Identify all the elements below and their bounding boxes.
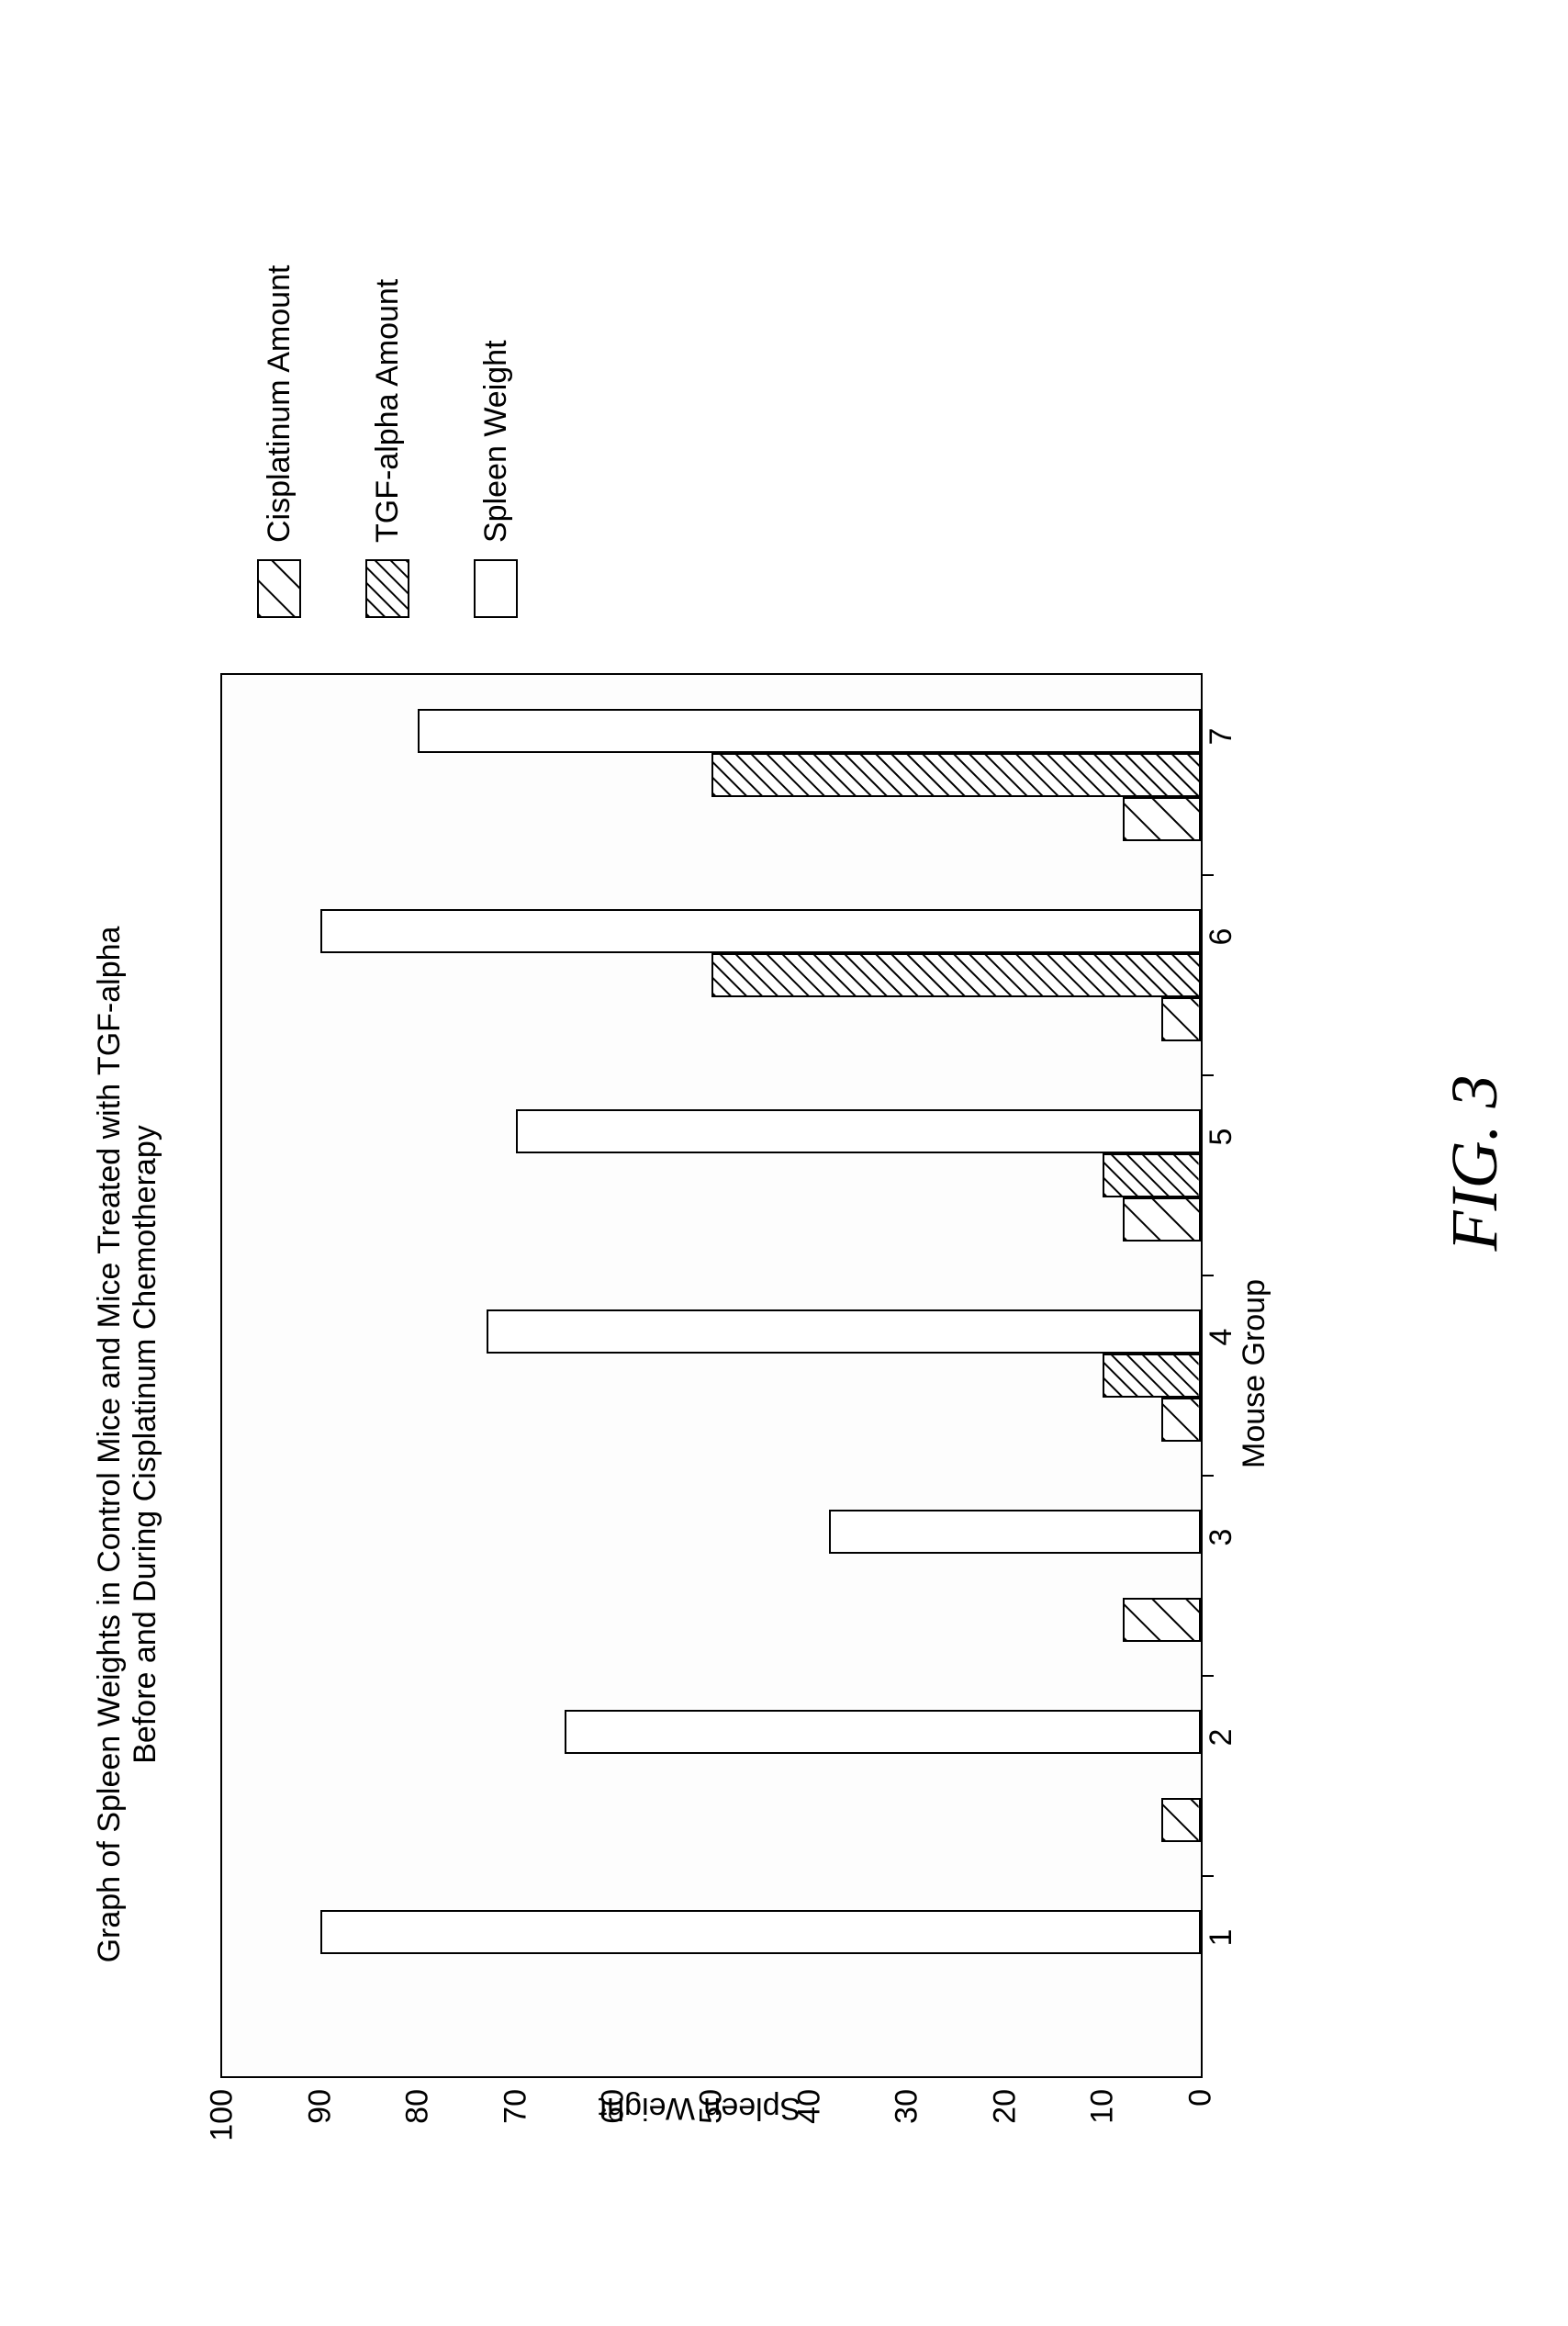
legend-label: Cisplatinum Amount <box>262 265 297 543</box>
x-tick-mark <box>1201 1875 1214 1877</box>
bar <box>1123 1598 1201 1642</box>
y-tick-label: 40 <box>791 2089 827 2124</box>
x-tick-label: 5 <box>1204 1129 1239 1146</box>
page: Graph of Spleen Weights in Control Mice … <box>0 0 1568 2326</box>
bar <box>418 709 1201 753</box>
legend-swatch <box>365 559 409 618</box>
y-tick-label: 70 <box>498 2089 533 2124</box>
bar <box>320 1910 1201 1954</box>
y-tick-label: 10 <box>1085 2089 1121 2124</box>
x-tick-mark <box>1201 1074 1214 1076</box>
bar <box>1103 1153 1201 1197</box>
bar <box>1161 1398 1201 1442</box>
chart-title-line2: Before and During Cisplatinum Chemothera… <box>128 673 163 2216</box>
legend-item: TGF-alpha Amount <box>365 140 409 618</box>
bar <box>1123 1197 1201 1242</box>
bar <box>1161 997 1201 1041</box>
x-tick-mark <box>1201 874 1214 876</box>
x-tick-mark <box>1201 1275 1214 1276</box>
y-tick-label: 50 <box>694 2089 730 2124</box>
y-tick-label: 80 <box>400 2089 436 2124</box>
x-axis-label: Mouse Group <box>1237 671 1272 2076</box>
x-tick-mark <box>1201 1675 1214 1677</box>
x-tick-mark <box>1201 1475 1214 1477</box>
legend: Cisplatinum Amount TGF-alpha Amount Spleen… <box>257 140 582 618</box>
y-tick-label: 0 <box>1183 2089 1219 2107</box>
legend-label: TGF-alpha Amount <box>370 279 406 543</box>
bar <box>487 1309 1201 1354</box>
legend-item: Cisplatinum Amount <box>257 140 301 618</box>
x-tick-label: 2 <box>1204 1729 1239 1747</box>
bar <box>829 1510 1201 1554</box>
chart-container: Graph of Spleen Weights in Control Mice … <box>92 122 1285 2216</box>
bar <box>565 1710 1201 1754</box>
legend-item: Spleen Weight <box>474 140 518 618</box>
bar <box>711 753 1201 797</box>
bar <box>711 953 1201 997</box>
rotated-landscape-canvas: Graph of Spleen Weights in Control Mice … <box>0 0 1568 2326</box>
x-tick-label: 1 <box>1204 1929 1239 1947</box>
bar <box>1161 1798 1201 1842</box>
chart-title: Graph of Spleen Weights in Control Mice … <box>92 673 163 2216</box>
legend-swatch <box>474 559 518 618</box>
x-tick-label: 7 <box>1204 728 1239 746</box>
y-tick-label: 20 <box>987 2089 1023 2124</box>
bar <box>1123 797 1201 841</box>
x-tick-label: 4 <box>1204 1329 1239 1346</box>
figure-caption: FIG. 3 <box>1437 0 1513 2326</box>
bar <box>1103 1354 1201 1398</box>
legend-label: Spleen Weight <box>478 340 514 543</box>
plot-area: Spleen Weight Mouse Group 01020304050607… <box>220 673 1203 2078</box>
bar <box>320 909 1201 953</box>
legend-swatch <box>257 559 301 618</box>
y-tick-label: 60 <box>596 2089 632 2124</box>
y-tick-label: 100 <box>205 2089 241 2141</box>
y-tick-label: 30 <box>890 2089 925 2124</box>
x-tick-label: 3 <box>1204 1529 1239 1546</box>
bar <box>516 1109 1201 1153</box>
chart-title-line1: Graph of Spleen Weights in Control Mice … <box>92 673 128 2216</box>
y-tick-label: 90 <box>302 2089 338 2124</box>
x-tick-label: 6 <box>1204 928 1239 946</box>
